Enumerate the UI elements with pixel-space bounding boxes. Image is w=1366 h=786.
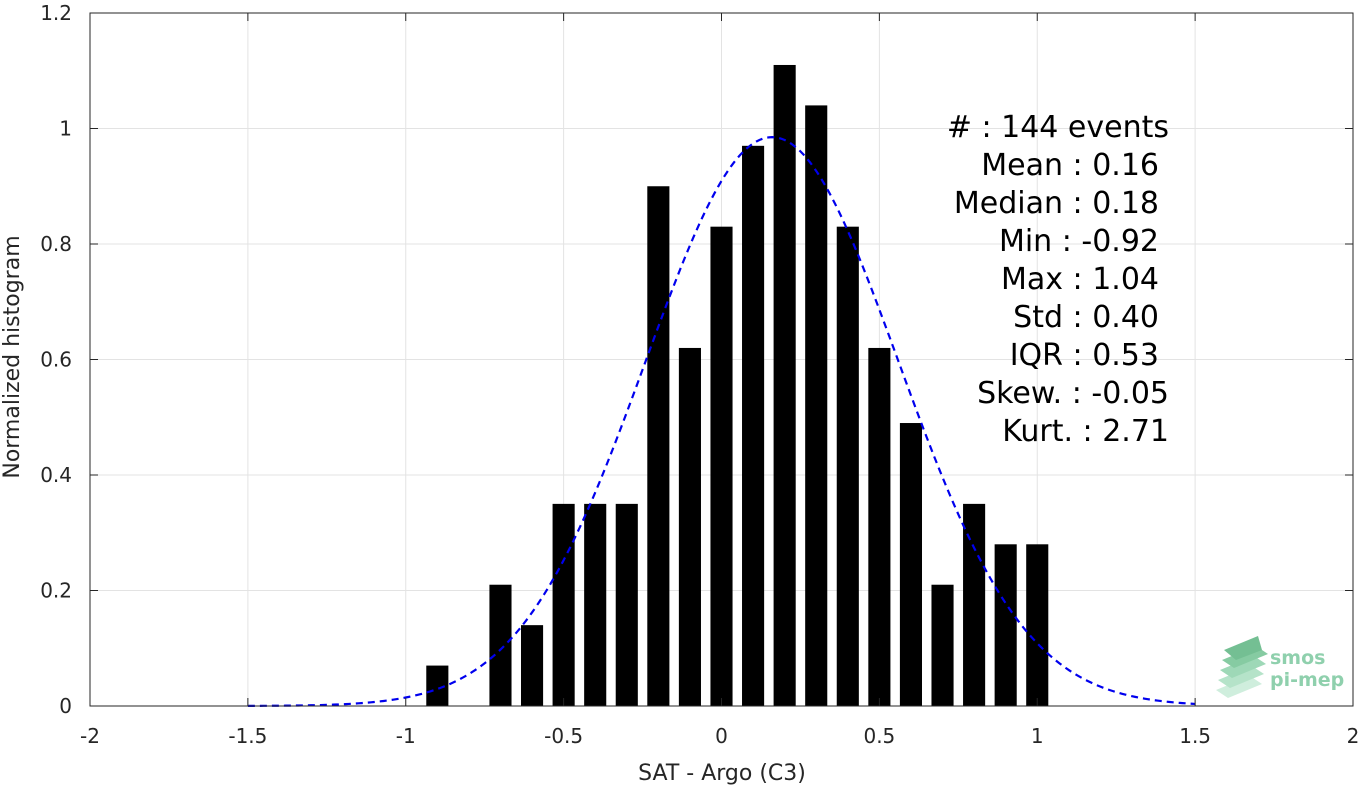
histogram-bar <box>678 347 701 706</box>
x-tick-label: 0.5 <box>863 724 895 748</box>
x-tick-label: 2 <box>1347 724 1360 748</box>
histogram-bar <box>489 584 512 706</box>
stats-line: Max : 1.04 <box>1001 262 1159 297</box>
stats-line: IQR : 0.53 <box>1010 338 1159 373</box>
y-tick-labels: 0 0.2 0.4 0.6 0.8 1 1.2 <box>40 1 72 718</box>
histogram-bar <box>710 226 733 707</box>
x-tick-label: -0.5 <box>544 724 583 748</box>
stats-line: Median : 0.18 <box>954 186 1159 221</box>
stats-line: Mean : 0.16 <box>981 148 1159 183</box>
y-tick-label: 0.6 <box>40 348 72 372</box>
x-axis-label: SAT - Argo (C3) <box>638 761 806 786</box>
histogram-bar <box>805 105 828 706</box>
stats-line: # : 144 events <box>947 110 1169 145</box>
x-tick-label: 0 <box>715 724 728 748</box>
histogram-bar <box>584 503 607 706</box>
histogram-bar <box>615 503 638 706</box>
stats-line: Std : 0.40 <box>1013 300 1159 335</box>
histogram-bar <box>963 503 986 706</box>
histogram-bar <box>742 145 765 706</box>
x-tick-label: -2 <box>80 724 100 748</box>
y-tick-label: 1.2 <box>40 1 72 25</box>
histogram-bar <box>994 544 1017 706</box>
histogram-bar <box>1026 544 1049 706</box>
y-tick-label: 0.2 <box>40 579 72 603</box>
x-tick-label: -1 <box>396 724 416 748</box>
histogram-bar <box>647 186 670 706</box>
normal-fit-curve <box>247 136 1196 707</box>
histogram-bar <box>426 665 449 706</box>
logo-line1: smos <box>1270 647 1325 669</box>
histogram-bar <box>552 503 575 706</box>
smos-pimep-logo: smos pi-mep <box>1216 636 1344 698</box>
axes-frame <box>89 12 1354 707</box>
x-tick-label: 1.5 <box>1179 724 1211 748</box>
y-axis-label: Normalized histogram <box>0 235 25 478</box>
y-tick-label: 1 <box>59 117 72 141</box>
x-tick-label: 1 <box>1031 724 1044 748</box>
y-tick-label: 0.8 <box>40 232 72 256</box>
stats-line: Skew. : -0.05 <box>977 376 1169 411</box>
histogram-bar <box>868 347 891 706</box>
logo-stack-icon <box>1216 636 1268 698</box>
stats-line: Kurt. : 2.71 <box>1002 414 1169 449</box>
histogram-bar <box>899 423 923 706</box>
y-tick-label: 0 <box>59 694 72 718</box>
histogram-bar <box>836 226 859 707</box>
logo-line2: pi-mep <box>1270 669 1344 691</box>
bars-group <box>426 64 1049 707</box>
y-tick-label: 0.4 <box>40 463 72 487</box>
histogram-bar <box>931 584 954 706</box>
stats-line: Min : -0.92 <box>999 224 1159 259</box>
x-tick-labels: -2 -1.5 -1 -0.5 0 0.5 1 1.5 2 <box>80 724 1359 748</box>
histogram-bar <box>773 64 796 707</box>
histogram-bar <box>520 625 544 706</box>
x-tick-label: -1.5 <box>228 724 267 748</box>
